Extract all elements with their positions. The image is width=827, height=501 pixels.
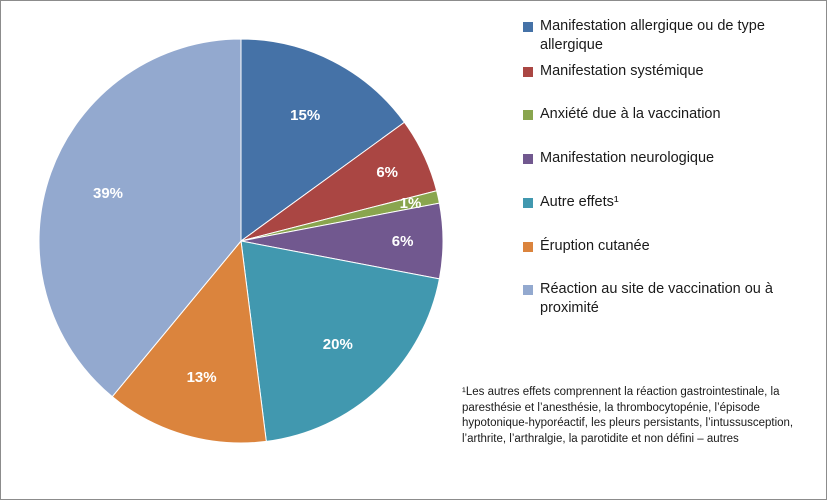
legend-label: Autre effets¹ [540,194,619,210]
pie-slice-injection-site [38,38,242,398]
legend-label: Manifestation neurologique [540,150,715,166]
legend-item-other-effects: Autre effets¹ [523,193,813,212]
legend-swatch [523,242,533,252]
legend-label: Réaction au site de vaccination ou à pro… [540,281,773,316]
legend-label: Éruption cutanée [540,238,650,254]
legend-label: Anxiété due à la vaccination [540,106,721,122]
pie-slice-other-effects [240,240,441,442]
legend-item-systemic: Manifestation systémique [523,62,813,81]
data-label-allergic: 15% [290,107,320,124]
pie-slice-rash [111,239,267,444]
legend-item-anxiety: Anxiété due à la vaccination [523,105,813,124]
legend-item-injection-site: Réaction au site de vaccination ou à pro… [523,280,813,318]
footnote: ¹Les autres effets comprennent la réacti… [462,386,794,445]
legend-item-rash: Éruption cutanée [523,237,813,256]
data-label-rash: 13% [187,369,217,386]
legend-swatch [523,67,533,77]
data-label-anxiety: 1% [400,195,422,212]
legend-swatch [523,198,533,208]
legend-label: Manifestation allergique ou de type alle… [540,18,765,53]
legend-swatch [523,154,533,164]
legend-swatch [523,22,533,32]
legend-swatch [523,110,533,120]
pie-slice-allergic [240,38,406,242]
data-label-other-effects: 20% [323,336,353,353]
legend-label: Manifestation systémique [540,63,704,79]
legend-item-neurologic: Manifestation neurologique [523,149,813,168]
data-label-neurologic: 6% [392,233,414,250]
data-label-injection-site: 39% [93,185,123,202]
legend-swatch [523,285,533,295]
legend-item-allergic: Manifestation allergique ou de type alle… [523,17,813,55]
data-label-systemic: 6% [376,164,398,181]
